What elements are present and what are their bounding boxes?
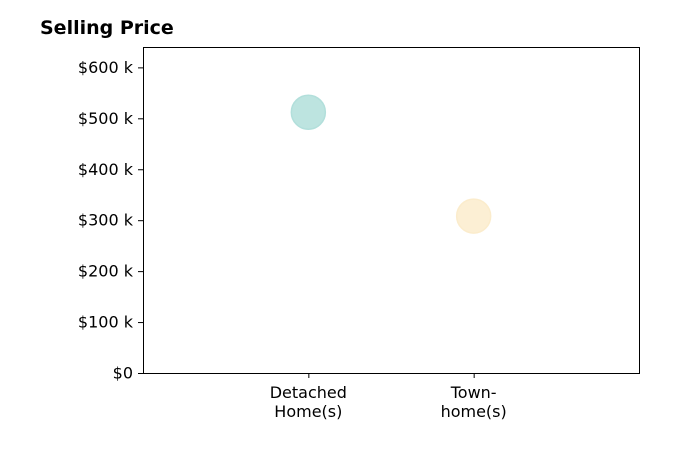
chart-title: Selling Price (40, 17, 174, 39)
y-tick-label: $200 k (78, 262, 134, 281)
y-axis: $0 $100 k $200 k $300 k $400 k $500 k $600 k (78, 58, 143, 383)
x-tick-label-line: Home(s) (274, 402, 342, 421)
plot-area-frame (143, 47, 640, 374)
x-tick-label-line: Town- (450, 383, 497, 402)
y-tick-label: $100 k (78, 313, 134, 332)
y-tick-label: $0 (113, 364, 133, 383)
data-point (290, 94, 327, 130)
y-tick-label: $600 k (78, 58, 134, 77)
y-tick-label: $400 k (78, 160, 134, 179)
data-point (455, 198, 492, 234)
y-tick-label: $300 k (78, 211, 134, 230)
x-axis: Detached Home(s) Town-home(s) (270, 373, 507, 421)
y-tick-label: $500 k (78, 109, 134, 128)
x-tick-label-line: Detached (270, 383, 347, 402)
data-points (290, 94, 492, 234)
x-tick-label: Town-home(s) (441, 383, 507, 421)
x-tick-label-line: home(s) (441, 402, 507, 421)
x-tick-label: Detached Home(s) (270, 383, 347, 421)
